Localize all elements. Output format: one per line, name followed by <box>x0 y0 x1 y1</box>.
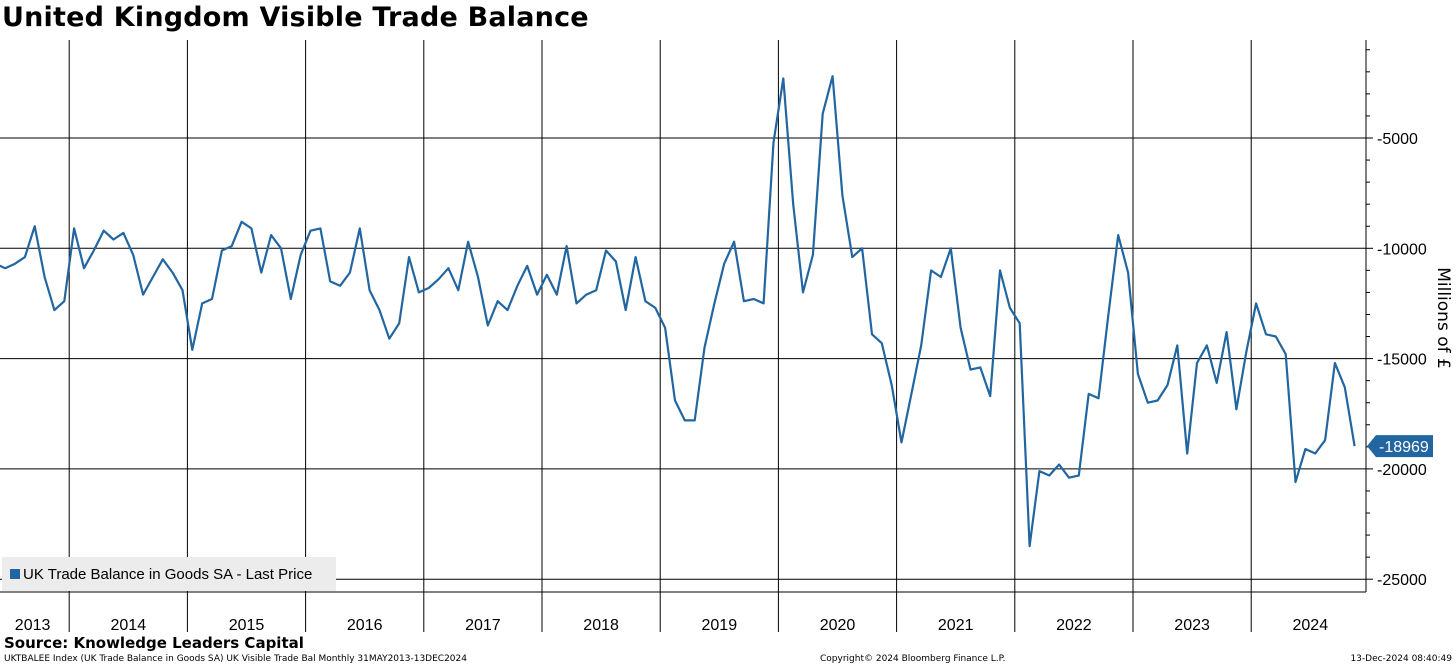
horizontal-gridlines <box>0 137 1373 580</box>
legend: UK Trade Balance in Goods SA - Last Pric… <box>2 557 336 591</box>
y-tick-label: -20000 <box>1377 462 1427 479</box>
x-year-label: 2014 <box>111 617 147 634</box>
x-year-ticks <box>68 592 1252 632</box>
x-year-label: 2013 <box>15 617 51 634</box>
footer-index-description: UKTBALEE Index (UK Trade Balance in Good… <box>4 654 467 664</box>
y-tick-label: -10000 <box>1377 241 1427 258</box>
last-value-marker: -18969 <box>1367 435 1433 458</box>
x-year-label: 2022 <box>1056 617 1092 634</box>
y-tick-label: -5000 <box>1377 131 1418 148</box>
y-tick-label: -25000 <box>1377 572 1427 589</box>
x-year-label: 2015 <box>229 617 265 634</box>
x-year-label: 2023 <box>1174 617 1210 634</box>
x-year-label: 2021 <box>938 617 974 634</box>
y-axis-title: Millions of £ <box>1433 267 1453 369</box>
x-year-label: 2019 <box>702 617 738 634</box>
legend-label: UK Trade Balance in Goods SA - Last Pric… <box>23 565 313 583</box>
series-line <box>0 75 1356 548</box>
x-year-label: 2020 <box>820 617 856 634</box>
footer-copyright: Copyright© 2024 Bloomberg Finance L.P. <box>820 654 1006 664</box>
legend-swatch <box>10 569 20 579</box>
y-minor-ticks <box>1366 49 1370 558</box>
last-value-label: -18969 <box>1379 439 1429 456</box>
y-tick-label: -15000 <box>1377 352 1427 369</box>
y-tick-labels: -5000 -10000 -15000 -20000 -25000 <box>1377 131 1427 589</box>
x-year-label: 2017 <box>465 617 501 634</box>
x-year-label: 2016 <box>347 617 383 634</box>
x-year-label: 2018 <box>583 617 619 634</box>
source-note: Source: Knowledge Leaders Capital <box>4 634 304 652</box>
x-year-labels: 2013 2014 2015 2016 2017 2018 2019 2020 2021 2022… <box>15 617 1328 634</box>
chart-title: United Kingdom Visible Trade Balance <box>2 2 589 33</box>
x-year-label: 2024 <box>1293 617 1329 634</box>
last-value-badge <box>1367 435 1433 458</box>
footer-timestamp: 13-Dec-2024 08:40:49 <box>1350 654 1452 664</box>
